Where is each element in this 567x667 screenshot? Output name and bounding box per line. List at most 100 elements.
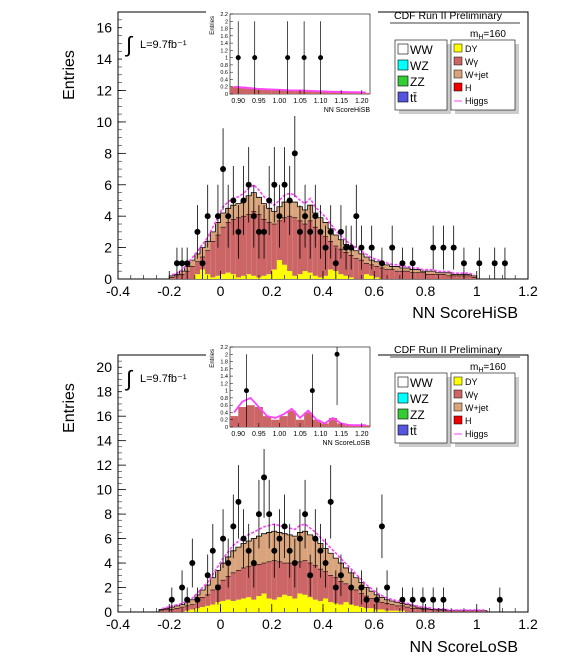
inset-bar [320,423,329,427]
bar-wgamma [425,609,431,612]
bar-wgamma [159,610,165,612]
inset-bar [361,92,370,94]
inset-losb: 0.90 0.95 1.00 1.05 1.10 1.15 1.20 00.2 0.40.60.… [206,341,378,449]
data-point [409,260,416,267]
inset-data-point [318,55,324,61]
data-point [332,260,339,267]
bar-wgamma [338,249,344,275]
bar-dy [369,275,375,279]
inset-x-tick-label: 0.90 [231,431,245,438]
bar-dy [292,275,298,279]
inset-bar [287,89,296,94]
bar-wjet [220,213,226,228]
bar-dy [343,275,349,279]
inset-y-tick-label: 1 [225,389,228,395]
inset-y-tick-label: 2 [225,19,228,25]
bar-wgamma [261,563,267,594]
bar-wgamma [405,271,411,279]
x-tick-label: 0.2 [262,283,282,299]
bar-wgamma [282,563,288,595]
bar-dy [312,599,318,612]
inset-x-tick-label: 1.00 [273,431,287,438]
integral-icon: ∫ [124,366,134,391]
bar-wgamma [394,271,400,279]
legend-label: H [465,416,472,426]
bar-wgamma [353,258,359,279]
bar-dy [246,274,252,279]
data-point [230,523,237,530]
bar-wgamma [271,560,277,600]
data-point [245,547,252,554]
bar-wgamma [379,602,385,610]
bar-wjet [435,272,441,275]
bar-dy [225,272,231,279]
legend-label: WW [410,376,433,390]
data-point [343,244,350,251]
legend-swatch [453,376,463,386]
bar-wjet [333,235,339,247]
bar-wgamma [353,589,359,606]
y-tick-label: 4 [104,555,112,571]
data-points-hisb [173,109,508,279]
bar-wjet [379,597,385,603]
inset-y-tick-label: 1 [225,56,228,62]
data-point [184,596,191,603]
inset-bar [246,87,255,94]
inset-bar [287,410,296,427]
inset-x-tick-label: 1.10 [314,98,328,105]
bar-dy [348,277,354,279]
y-axis-label: Entries [61,50,78,100]
axes-losb: -0.4 -0.2 0 0.2 0.4 0.6 0.8 1 1.2024681012141618… [96,354,538,632]
inset-data-point [309,388,315,394]
bar-wgamma [246,214,252,275]
bar-wjet [405,268,411,272]
bar-wjet [220,563,226,581]
bar-wjet [405,604,411,608]
y-tick-label: 2 [104,240,112,256]
legend-label: ZZ [410,408,425,422]
y-tick-label: 6 [104,177,112,193]
bar-wjet [328,553,334,576]
inset-data-point [252,55,258,61]
inset-frame [229,13,371,95]
bar-wgamma [420,272,426,279]
data-point [286,547,293,554]
legend-label: DY [465,377,478,387]
bar-wjet [179,604,185,608]
bar-wjet [384,264,390,270]
data-point [199,260,206,267]
data-point [450,244,457,251]
bar-wjet [353,577,359,590]
bar-wgamma [384,603,390,611]
data-point [430,244,437,251]
x-tick-label: 1.2 [518,283,538,299]
x-tick-label: 1 [473,616,481,632]
data-point [348,584,355,591]
inset-bar [312,419,321,427]
bar-wgamma [210,241,216,278]
x-tick-label: 0.6 [365,616,385,632]
bar-wgamma [425,274,431,279]
bar-wgamma [451,275,457,279]
bar-dy [194,274,200,279]
inset-hisb: 0.90 0.95 1.00 1.05 1.10 1.15 1.20 00.2 0.40.60.… [206,8,378,116]
data-point [302,213,309,220]
data-point [440,596,447,603]
inset-bar [246,405,255,427]
bar-dy [189,609,195,612]
y-tick-label: 14 [96,433,112,449]
inset-x-tick-label: 1.05 [293,98,307,105]
bar-dy [338,604,344,612]
bar-dy [297,593,303,612]
bar-wjet [189,599,195,605]
bar-dy [394,610,400,612]
inset-y-tick-label: 0.2 [220,85,228,91]
bar-wjet [374,261,380,267]
data-point [491,260,498,267]
legend-swatch [453,82,463,92]
bar-dy [379,609,385,612]
inset-y-tick-label: 0.6 [220,403,228,409]
bar-dy [235,277,241,279]
